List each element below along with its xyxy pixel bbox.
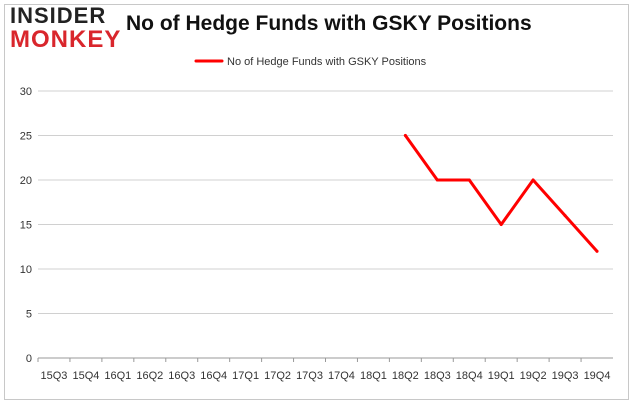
insider-monkey-logo: INSIDER MONKEY (10, 4, 120, 54)
data-point (435, 178, 439, 182)
x-tick-label: 15Q3 (41, 370, 68, 382)
chart-title: No of Hedge Funds with GSKY Positions (126, 12, 532, 35)
data-point (403, 134, 407, 137)
series-line (403, 134, 599, 253)
x-tick-label: 19Q1 (488, 370, 515, 382)
x-tick-label: 18Q2 (392, 370, 419, 382)
x-tick-label: 18Q3 (424, 370, 451, 382)
y-tick-label: 0 (26, 353, 32, 365)
data-point (467, 178, 471, 182)
y-tick-label: 20 (20, 175, 32, 187)
x-tick-label: 16Q3 (168, 370, 195, 382)
x-tick-label: 15Q4 (72, 370, 99, 382)
legend-label: No of Hedge Funds with GSKY Positions (227, 56, 427, 68)
y-tick-label: 15 (20, 220, 32, 232)
x-tick-label: 18Q1 (360, 370, 387, 382)
x-tick-label: 16Q2 (136, 370, 163, 382)
logo-text-top: INSIDER (10, 3, 107, 28)
x-tick-label: 16Q4 (200, 370, 227, 382)
chart-frame (4, 4, 629, 400)
data-point (563, 214, 567, 218)
data-point (499, 223, 503, 226)
y-tick-label: 30 (20, 86, 32, 98)
x-tick-label: 19Q3 (552, 370, 579, 382)
x-tick-label: 18Q4 (456, 370, 483, 382)
logo-text-bottom: MONKEY (10, 26, 122, 53)
data-point (595, 249, 599, 253)
y-tick-label: 5 (26, 309, 32, 321)
y-tick-label: 25 (20, 131, 32, 143)
x-tick-label: 19Q4 (584, 370, 611, 382)
y-tick-label: 10 (20, 264, 32, 276)
x-tick-label: 17Q2 (264, 370, 291, 382)
x-tick-label: 17Q3 (296, 370, 323, 382)
x-tick-label: 16Q1 (104, 370, 131, 382)
data-point (531, 178, 535, 182)
x-tick-label: 17Q4 (328, 370, 355, 382)
x-tick-label: 19Q2 (520, 370, 547, 382)
x-tick-label: 17Q1 (232, 370, 259, 382)
